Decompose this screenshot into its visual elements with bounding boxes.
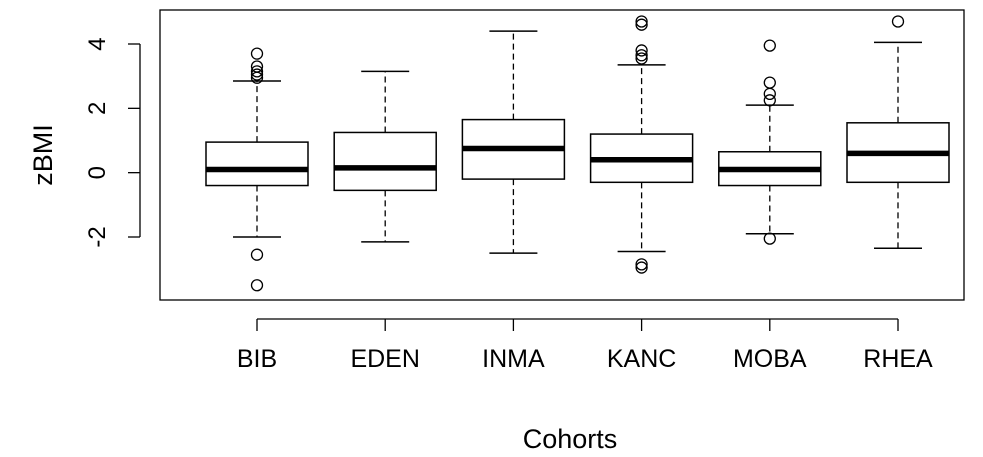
outlier-moba-3 (763, 76, 776, 89)
x-tick-label-moba: MOBA (733, 345, 807, 373)
box-group-inma (461, 30, 566, 254)
x-tick-label-rhea: RHEA (863, 345, 933, 373)
outlier-kanc-0 (635, 261, 648, 274)
plot-marks (205, 15, 950, 292)
outlier-bib-3 (250, 68, 264, 81)
y-axis: -2 0 2 4 (84, 37, 141, 248)
box-group-bib (205, 47, 309, 292)
x-tick-label-bib: BIB (237, 345, 277, 373)
outlier-moba-0 (763, 232, 776, 245)
y-tick-label: 4 (84, 37, 111, 50)
outlier-kanc-2 (635, 52, 648, 65)
outlier-bib-4 (250, 65, 264, 78)
plot-area-frame (159, 9, 965, 301)
y-tick-label: 0 (84, 166, 111, 179)
outlier-bib-5 (250, 60, 264, 73)
x-axis-label: Cohorts (523, 424, 618, 454)
y-axis-label: zBMI (28, 124, 58, 186)
outlier-kanc-6 (635, 15, 648, 28)
outlier-kanc-3 (635, 49, 648, 62)
x-tick-label-eden: EDEN (350, 345, 419, 373)
outlier-moba-4 (763, 39, 776, 52)
box-group-rhea (846, 15, 950, 250)
y-tick-label: 2 (84, 102, 111, 115)
box-bib (205, 141, 309, 187)
outlier-bib-1 (250, 248, 264, 261)
box-group-moba (718, 39, 822, 245)
outlier-rhea-0 (891, 15, 905, 28)
box-eden (333, 131, 437, 192)
outlier-kanc-1 (635, 258, 648, 271)
x-tick-label-kanc: KANC (607, 345, 676, 373)
outlier-bib-6 (250, 47, 264, 60)
box-group-kanc (589, 15, 694, 274)
outlier-moba-2 (763, 87, 776, 101)
outlier-bib-0 (250, 279, 264, 292)
outlier-moba-1 (763, 94, 776, 107)
outlier-kanc-5 (635, 18, 648, 31)
y-tick-label: -2 (84, 226, 111, 247)
x-tick-label-inma: INMA (482, 345, 545, 373)
outlier-kanc-4 (635, 44, 648, 57)
box-group-eden (333, 70, 437, 243)
x-axis: BIB EDEN INMA KANC MOBA RHEA (237, 318, 933, 373)
